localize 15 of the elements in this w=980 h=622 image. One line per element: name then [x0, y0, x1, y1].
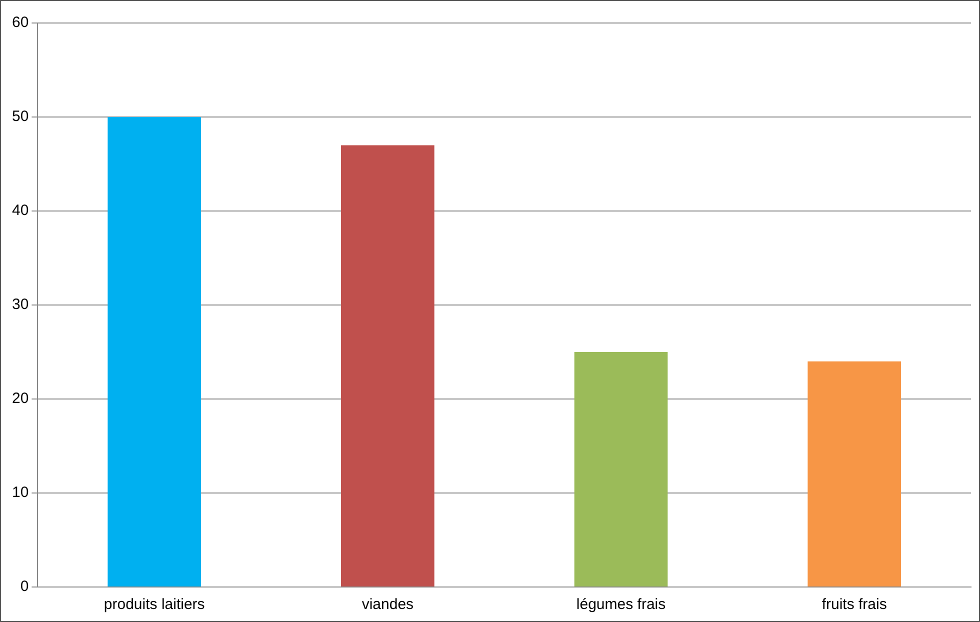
bar: [108, 117, 202, 586]
x-tick-label: légumes frais: [576, 596, 666, 614]
bar: [574, 352, 668, 586]
y-tick-label: 40: [12, 202, 29, 220]
x-tick-label: produits laitiers: [104, 596, 205, 614]
y-tick-label: 30: [12, 296, 29, 314]
y-tick-label: 0: [20, 578, 29, 596]
y-tick-label: 20: [12, 390, 29, 408]
y-tick-label: 50: [12, 108, 29, 126]
y-tick-label: 60: [12, 14, 29, 32]
x-tick-label: fruits frais: [822, 596, 887, 614]
bar: [341, 145, 434, 586]
bar: [808, 361, 901, 586]
y-tick-label: 10: [12, 484, 29, 502]
x-tick-label: viandes: [362, 596, 414, 614]
